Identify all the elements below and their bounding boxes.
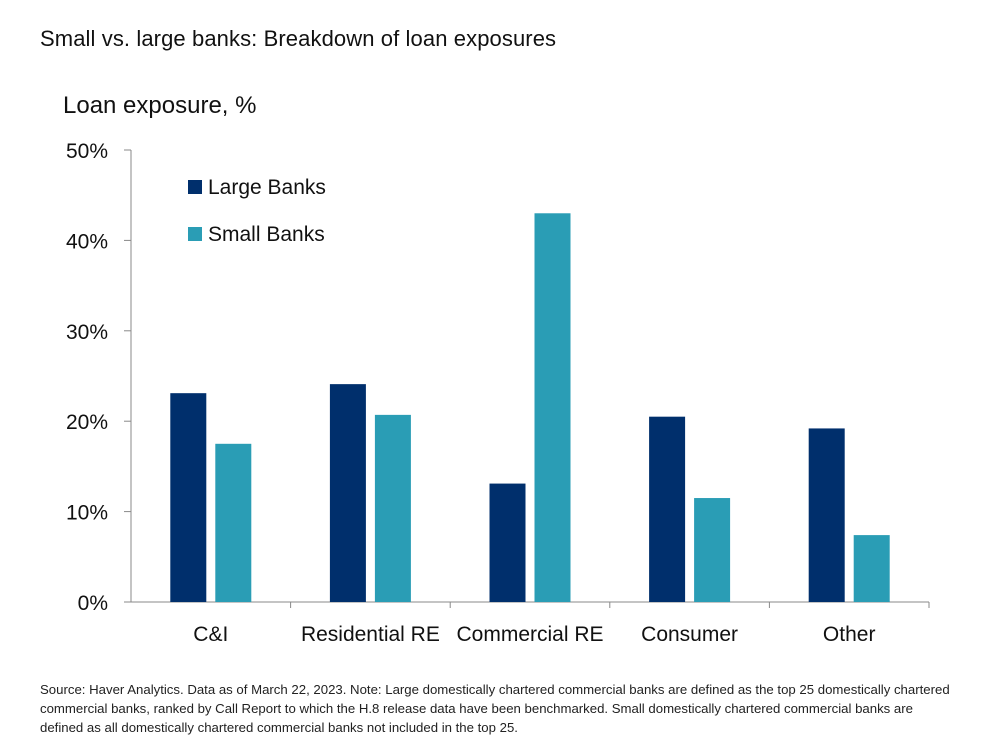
y-tick-label: 50% <box>66 140 108 163</box>
bar-chart: 0% 10% 20% 30% 40% 50% C&I Residential RE Commer… <box>66 140 930 646</box>
x-tick-label: Commercial RE <box>456 623 603 646</box>
y-tick-label: 30% <box>66 321 108 344</box>
legend-swatch <box>188 180 202 194</box>
bar-large-3 <box>649 416 686 602</box>
legend-label: Small Banks <box>208 223 325 246</box>
y-tick-label: 10% <box>66 502 108 525</box>
chart-title: Small vs. large banks: Breakdown of loan… <box>40 26 557 51</box>
x-tick-label: Consumer <box>641 623 738 646</box>
bar-small-2 <box>534 213 571 602</box>
bar-small-3 <box>694 498 731 602</box>
bar-large-0 <box>170 393 207 602</box>
bar-small-4 <box>853 535 890 602</box>
bar-large-2 <box>489 483 526 602</box>
source-note: Source: Haver Analytics. Data as of Marc… <box>40 682 950 735</box>
x-tick-label: Residential RE <box>301 623 440 646</box>
x-tick-label: Other <box>823 623 876 646</box>
bar-small-1 <box>374 414 411 602</box>
x-tick-label: C&I <box>193 623 228 646</box>
legend-swatch <box>188 227 202 241</box>
y-tick-label: 0% <box>78 592 108 615</box>
y-tick-label: 20% <box>66 411 108 434</box>
y-tick-label: 40% <box>66 230 108 253</box>
bar-large-4 <box>808 428 845 602</box>
bar-small-0 <box>215 443 252 602</box>
y-axis-label: Loan exposure, % <box>63 92 257 119</box>
bar-large-1 <box>329 384 366 602</box>
legend-label: Large Banks <box>208 176 326 199</box>
